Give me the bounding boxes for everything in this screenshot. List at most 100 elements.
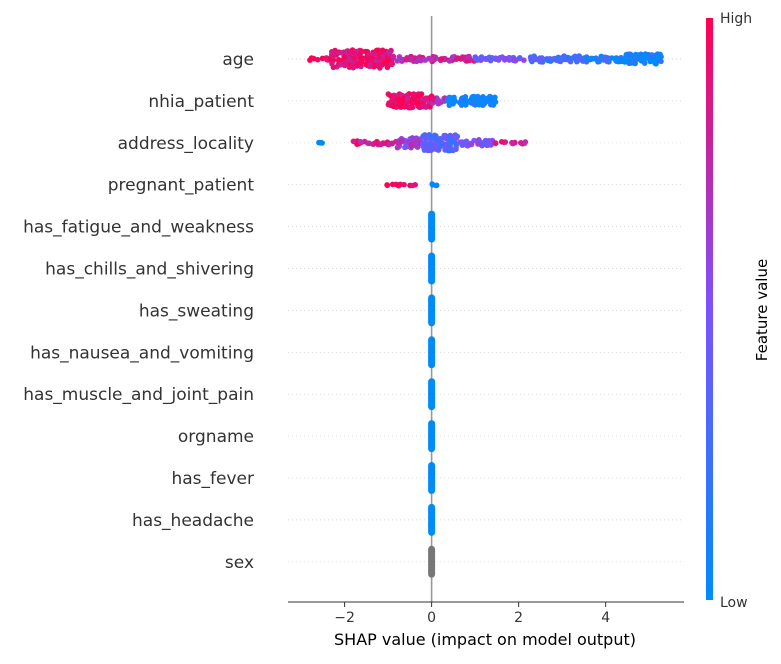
shap-point: [469, 94, 476, 101]
shap-point: [455, 55, 461, 61]
shap-point: [441, 132, 448, 139]
shap-point: [367, 62, 373, 68]
shap-point: [386, 141, 393, 148]
shap-point: [412, 182, 419, 188]
shap-point: [357, 139, 364, 145]
x-tick-label: 4: [601, 610, 610, 626]
shap-point: [465, 54, 472, 60]
shap-point: [427, 143, 434, 149]
shap-point: [631, 57, 637, 64]
shap-point: [358, 54, 364, 61]
shap-point: [625, 51, 632, 58]
shap-point: [480, 141, 487, 148]
shap-point: [350, 63, 356, 69]
shap-point: [438, 56, 444, 62]
feature-label: has_chills_and_shivering: [45, 260, 254, 280]
shap-point: [444, 144, 451, 151]
x-axis: −2 0 2 4: [288, 601, 684, 626]
shap-point: [413, 138, 420, 144]
shap-point: [428, 56, 434, 63]
shap-point: [316, 139, 322, 146]
shap-point: [350, 138, 357, 145]
shap-point: [415, 93, 422, 100]
shap-point: [384, 182, 391, 189]
shap-point: [390, 102, 397, 109]
x-tick-label: −2: [334, 610, 355, 626]
shap-point: [498, 139, 505, 145]
shap-point: [394, 144, 401, 151]
feature-label: address_locality: [118, 134, 254, 154]
shap-point: [492, 140, 499, 147]
shap-point: [565, 54, 571, 61]
shap-point: [487, 55, 493, 61]
shap-point-column: [428, 378, 436, 411]
shap-point: [614, 55, 620, 61]
shap-point: [624, 58, 631, 64]
shap-point: [444, 98, 451, 104]
shap-point: [395, 140, 402, 146]
shap-point: [422, 57, 429, 63]
feature-labels: age nhia_patient address_locality pregnant_…: [23, 50, 254, 573]
shap-point: [418, 57, 424, 64]
colorbar-title: Feature value: [753, 259, 771, 361]
shap-point: [376, 55, 382, 61]
shap-point: [502, 55, 509, 62]
shap-point: [557, 58, 564, 65]
feature-label: has_fatigue_and_weakness: [23, 218, 254, 238]
shap-point: [385, 101, 392, 108]
shap-point: [394, 58, 401, 64]
shap-point: [437, 143, 444, 150]
feature-label: orgname: [178, 427, 254, 447]
feature-label: has_sweating: [139, 301, 254, 321]
shap-point: [449, 96, 455, 102]
shap-point: [434, 97, 441, 103]
colorbar-gradient: [706, 18, 713, 600]
shap-point: [641, 60, 648, 66]
shap-point: [530, 54, 536, 61]
shap-point: [404, 95, 411, 102]
shap-point: [336, 57, 342, 64]
shap-point: [536, 55, 543, 61]
shap-point: [480, 97, 487, 104]
shap-point: [390, 53, 397, 60]
shap-point: [383, 59, 390, 65]
shap-point: [635, 52, 642, 58]
shap-point: [576, 55, 583, 62]
shap-point: [474, 57, 480, 63]
shap-point: [588, 56, 594, 62]
shap-point: [609, 55, 615, 61]
shap-point: [430, 95, 437, 101]
feature-label: pregnant_patient: [108, 176, 255, 196]
shap-point: [658, 58, 664, 65]
shap-point: [649, 58, 656, 64]
shap-point-column: [428, 336, 436, 369]
shap-point: [429, 181, 436, 187]
shap-point: [367, 56, 373, 62]
shap-point: [374, 140, 381, 146]
shap-point: [446, 58, 453, 64]
shap-point: [571, 54, 578, 61]
shap-point: [517, 55, 523, 61]
shap-point: [423, 133, 429, 139]
shap-point: [371, 51, 378, 57]
shap-point: [390, 97, 397, 103]
shap-point: [449, 54, 456, 60]
feature-label: has_muscle_and_joint_pain: [23, 385, 254, 405]
feature-label: has_nausea_and_vomiting: [30, 343, 254, 363]
shap-point: [468, 141, 475, 148]
shap-point: [437, 135, 444, 142]
feature-label: has_fever: [171, 469, 254, 489]
shap-point: [459, 142, 466, 148]
shap-point: [330, 53, 336, 59]
shap-point: [518, 140, 524, 146]
x-tick-label: 2: [514, 610, 523, 626]
row-gridlines: [288, 58, 684, 563]
shap-point-column: [428, 503, 436, 536]
shap-point: [401, 181, 407, 188]
shap-point: [408, 142, 414, 149]
shap-point: [521, 57, 527, 63]
colorbar-low-label: Low: [720, 595, 748, 611]
shap-point: [389, 60, 396, 67]
shap-point-column: [428, 252, 436, 285]
